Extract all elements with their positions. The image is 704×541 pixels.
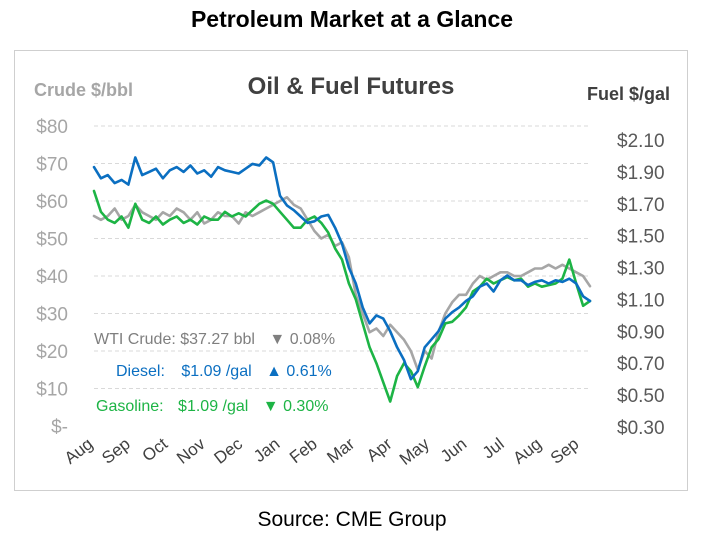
right-tick-label: $2.10 bbox=[617, 131, 665, 152]
x-tick-label: Sep bbox=[547, 434, 583, 468]
legend-gasoline: Gasoline: $1.09 /gal ▼ 0.30% bbox=[96, 398, 328, 415]
legend-diesel-arrow: ▲ bbox=[266, 363, 282, 380]
legend-gasoline-arrow: ▼ bbox=[263, 398, 279, 415]
x-tick-label: Aug bbox=[510, 434, 546, 468]
legend-diesel-label: Diesel: bbox=[116, 363, 165, 380]
right-tick-label: $0.70 bbox=[617, 354, 665, 375]
right-tick-label: $0.30 bbox=[617, 418, 665, 439]
x-tick-label: Dec bbox=[210, 434, 246, 468]
x-tick-label: Apr bbox=[363, 434, 396, 465]
x-tick-label: Jan bbox=[250, 434, 283, 466]
left-tick-label: $50 bbox=[36, 230, 68, 251]
right-tick-label: $1.50 bbox=[617, 227, 665, 248]
legend-wti-crude: WTI Crude: $37.27 bbl ▼ 0.08% bbox=[94, 331, 335, 348]
left-tick-label: $20 bbox=[36, 342, 68, 363]
page-title: Petroleum Market at a Glance bbox=[190, 6, 514, 32]
right-tick-label: $0.50 bbox=[617, 386, 665, 407]
right-tick-label: $1.70 bbox=[617, 195, 665, 216]
chart-title: Oil & Fuel Futures bbox=[248, 73, 455, 100]
left-tick-label: $80 bbox=[36, 117, 68, 138]
legend-diesel: Diesel: $1.09 /gal ▲ 0.61% bbox=[116, 363, 332, 380]
x-tick-label: Mar bbox=[323, 434, 358, 467]
x-tick-label: Oct bbox=[139, 434, 172, 465]
legend-wti-change: 0.08% bbox=[290, 331, 335, 348]
left-tick-label: $- bbox=[51, 417, 68, 438]
legend-gasoline-price: $1.09 /gal bbox=[178, 398, 248, 415]
right-tick-label: $0.90 bbox=[617, 322, 665, 343]
right-tick-label: $1.90 bbox=[617, 163, 665, 184]
right-axis-label: Fuel $/gal bbox=[587, 84, 670, 104]
left-tick-label: $40 bbox=[36, 267, 68, 288]
left-axis-label: Crude $/bbl bbox=[34, 80, 133, 100]
x-tick-label: Aug bbox=[61, 434, 97, 468]
right-tick-label: $1.10 bbox=[617, 290, 665, 311]
x-tick-label: May bbox=[396, 434, 433, 469]
legend-wti-arrow: ▼ bbox=[269, 331, 285, 348]
x-tick-label: Jul bbox=[479, 434, 508, 462]
left-tick-label: $70 bbox=[36, 155, 68, 176]
series-line-diesel bbox=[92, 156, 592, 381]
legend-diesel-price: $1.09 /gal bbox=[181, 363, 251, 380]
series-line-gasoline bbox=[92, 189, 592, 403]
x-tick-label: Jun bbox=[437, 434, 470, 466]
right-tick-label: $1.30 bbox=[617, 259, 665, 280]
legend-wti-label: WTI Crude: $37.27 bbl bbox=[94, 331, 255, 348]
legend-gasoline-change: 0.30% bbox=[283, 398, 328, 415]
legend-diesel-change: 0.61% bbox=[286, 363, 331, 380]
legend-gasoline-label: Gasoline: bbox=[96, 398, 164, 415]
chart-frame bbox=[14, 50, 688, 491]
left-tick-label: $60 bbox=[36, 192, 68, 213]
left-tick-label: $10 bbox=[36, 380, 68, 401]
source-note: Source: CME Group bbox=[257, 508, 447, 531]
x-tick-label: Feb bbox=[286, 434, 321, 467]
x-tick-label: Nov bbox=[173, 434, 209, 468]
left-tick-label: $30 bbox=[36, 305, 68, 326]
x-tick-label: Sep bbox=[98, 434, 134, 468]
